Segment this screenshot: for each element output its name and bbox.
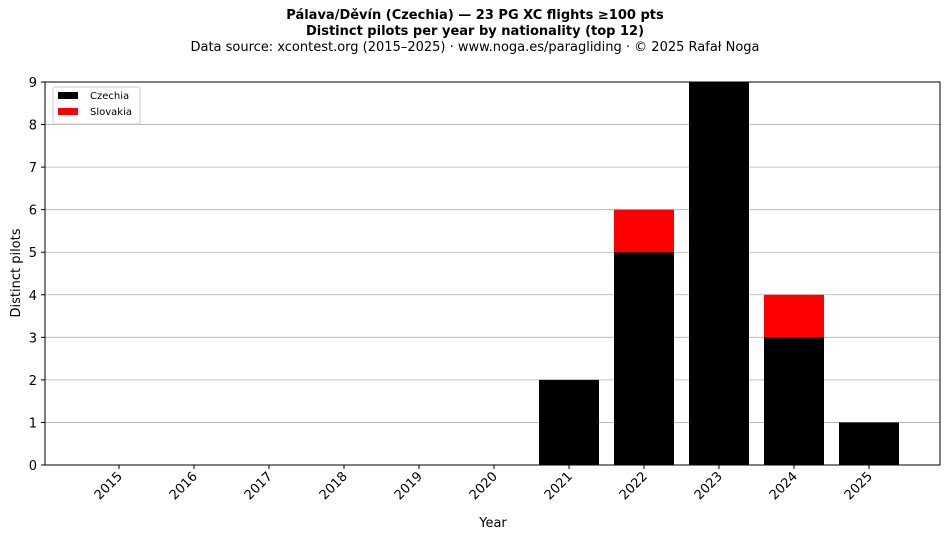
bar-czechia-2024: [764, 337, 824, 465]
x-axis-ticks: 2015 2016 2017 2018 2019 2020 2021 2022 2023 2024…: [92, 465, 876, 503]
y-tick-label: 6: [29, 204, 37, 219]
y-tick-label: 3: [29, 331, 37, 346]
x-tick-label: 2016: [167, 469, 201, 503]
x-tick-label: 2024: [767, 469, 801, 503]
y-tick-label: 0: [29, 459, 37, 474]
y-tick-label: 4: [29, 289, 37, 304]
legend: Czechia Slovakia: [52, 86, 141, 125]
bars: [539, 82, 899, 465]
bar-slovakia-2022: [614, 209, 674, 253]
y-axis-ticks: 0 1 2 3 4 5 6 7 8 9: [29, 76, 45, 474]
y-tick-label: 1: [29, 416, 37, 431]
y-tick-label: 5: [29, 246, 37, 261]
legend-label-czechia: Czechia: [90, 91, 129, 102]
y-axis-label: Distinct pilots: [9, 228, 24, 317]
legend-swatch-slovakia: [58, 108, 78, 115]
bar-slovakia-2024: [764, 294, 824, 338]
chart-subtitle: Distinct pilots per year by nationality …: [305, 24, 645, 39]
x-tick-label: 2018: [317, 469, 351, 503]
legend-label-slovakia: Slovakia: [90, 107, 132, 118]
x-tick-label: 2025: [842, 469, 876, 503]
chart-titles: Pálava/Děvín (Czechia) — 23 PG XC flight…: [0, 8, 950, 56]
x-tick-label: 2020: [467, 469, 501, 503]
bar-czechia-2021: [539, 379, 599, 465]
x-tick-label: 2022: [617, 469, 651, 503]
x-tick-label: 2023: [692, 469, 726, 503]
x-tick-label: 2017: [242, 469, 276, 503]
x-tick-label: 2015: [92, 469, 126, 503]
x-axis-label: Year: [478, 516, 507, 531]
y-tick-label: 9: [29, 76, 37, 91]
x-tick-label: 2019: [392, 469, 426, 503]
y-tick-label: 7: [29, 161, 37, 176]
legend-swatch-czechia: [58, 92, 78, 99]
x-tick-label: 2021: [542, 469, 576, 503]
bar-czechia-2025: [839, 422, 899, 465]
plot-frame: [44, 81, 941, 466]
y-gridlines: [45, 124, 940, 423]
y-tick-label: 2: [29, 374, 37, 389]
data-source-note: Data source: xcontest.org (2015–2025) · …: [190, 40, 760, 55]
bar-czechia-2022: [614, 252, 674, 465]
bar-czechia-2023: [689, 82, 749, 465]
y-tick-label: 8: [29, 119, 37, 134]
chart-title: Pálava/Děvín (Czechia) — 23 PG XC flight…: [286, 8, 664, 23]
